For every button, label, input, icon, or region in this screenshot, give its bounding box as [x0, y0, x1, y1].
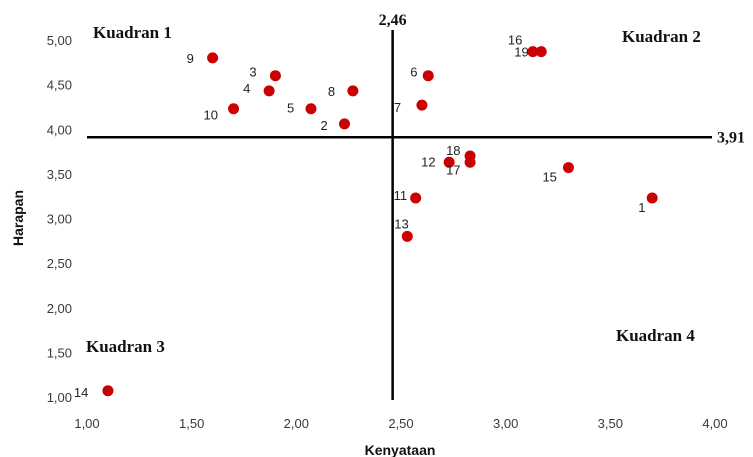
data-point-19: [535, 46, 547, 58]
data-point-6: [422, 70, 434, 82]
data-point-12: [443, 156, 455, 168]
data-point-label-16: 16: [508, 33, 522, 48]
data-point-11: [410, 192, 422, 204]
data-point-label-4: 4: [243, 81, 250, 96]
y-tick-label: 1,50: [47, 345, 72, 360]
data-point-label-15: 15: [542, 170, 556, 185]
quadrant-2-label: Kuadran 2: [622, 27, 701, 46]
quadrant-4-label: Kuadran 4: [616, 326, 695, 345]
y-tick-label: 2,50: [47, 256, 72, 271]
y-axis-ticks: 1,00 1,50 2,00 2,50 3,00 3,50 4,00 4,50 5,00: [47, 33, 72, 405]
data-point-label-11: 11: [394, 188, 408, 203]
x-tick-label: 3,00: [493, 416, 518, 431]
data-point-10: [228, 103, 240, 115]
data-point-label-2: 2: [320, 118, 327, 133]
data-point-2: [338, 118, 350, 130]
data-point-4: [263, 85, 275, 97]
data-point-label-10: 10: [204, 108, 218, 123]
data-point-label-13: 13: [394, 216, 408, 231]
y-tick-label: 3,50: [47, 167, 72, 182]
x-axis-title: Kenyataan: [365, 442, 436, 457]
y-tick-label: 4,50: [47, 78, 72, 93]
data-point-1: [646, 192, 658, 204]
y-tick-label: 4,00: [47, 122, 72, 137]
x-tick-label: 1,50: [179, 416, 204, 431]
data-point-13: [401, 230, 413, 242]
data-point-5: [305, 103, 317, 115]
x-tick-label: 1,00: [74, 416, 99, 431]
data-point-9: [207, 52, 219, 64]
data-point-14: [102, 385, 114, 397]
data-point-8: [347, 85, 359, 97]
y-tick-label: 5,00: [47, 33, 72, 48]
reference-x-label: 2,46: [379, 12, 407, 29]
data-point-label-1: 1: [638, 200, 645, 215]
data-point-label-9: 9: [187, 51, 194, 66]
quadrant-3-label: Kuadran 3: [86, 337, 165, 356]
data-point-label-5: 5: [287, 101, 294, 116]
data-point-15: [562, 162, 574, 174]
data-point-label-14: 14: [74, 385, 88, 400]
data-point-18: [464, 150, 476, 162]
y-tick-label: 3,00: [47, 212, 72, 227]
x-tick-label: 2,00: [284, 416, 309, 431]
x-tick-label: 3,50: [598, 416, 623, 431]
data-point-label-7: 7: [394, 100, 401, 115]
x-axis-ticks: 1,00 1,50 2,00 2,50 3,00 3,50 4,00: [74, 416, 727, 431]
data-point-label-8: 8: [328, 84, 335, 99]
data-point-label-19: 19: [514, 45, 528, 60]
data-point-label-18: 18: [446, 143, 460, 158]
data-point-7: [416, 99, 428, 111]
y-tick-label: 1,00: [47, 390, 72, 405]
y-tick-label: 2,00: [47, 301, 72, 316]
data-point-label-12: 12: [421, 154, 435, 169]
y-axis-title: Harapan: [10, 190, 26, 246]
quadrant-1-label: Kuadran 1: [93, 23, 172, 42]
data-point-label-3: 3: [249, 65, 256, 80]
reference-y-label: 3,91: [717, 129, 745, 146]
data-point-16: [527, 46, 539, 58]
data-point-3: [269, 70, 281, 82]
data-point-label-6: 6: [410, 65, 417, 80]
x-tick-label: 2,50: [388, 416, 413, 431]
data-point-label-17: 17: [446, 162, 460, 177]
x-tick-label: 4,00: [702, 416, 727, 431]
